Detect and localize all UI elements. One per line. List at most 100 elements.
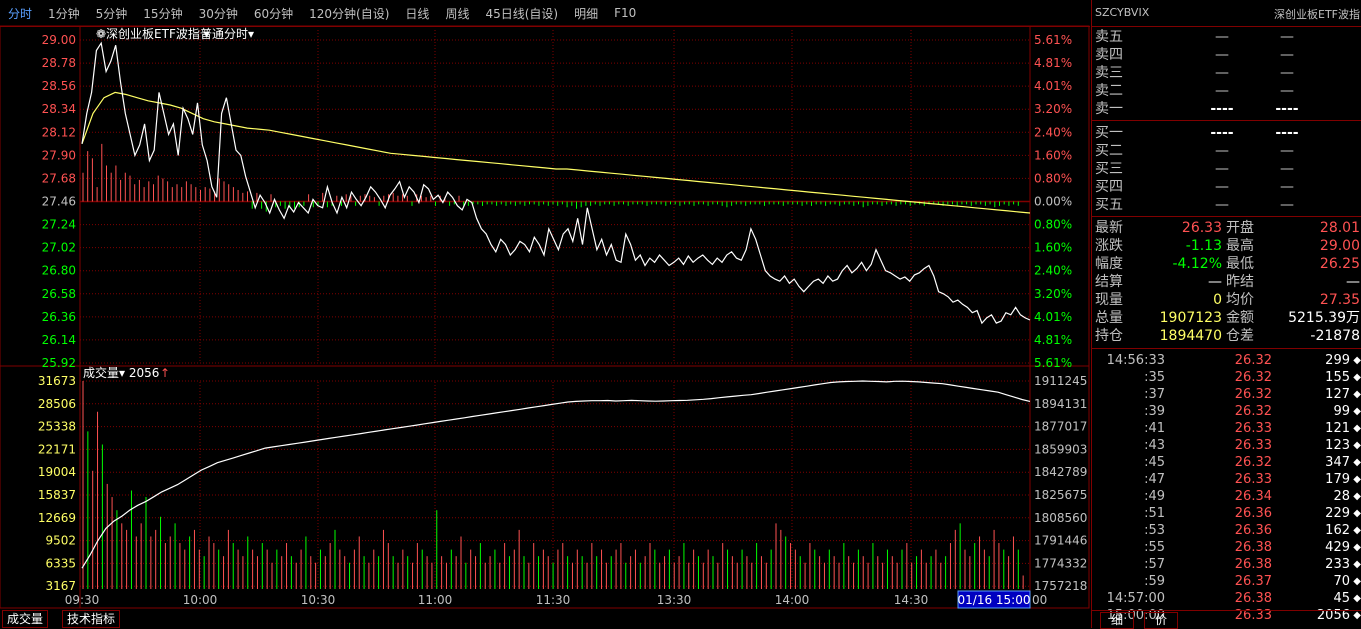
tab-4[interactable]: 30分钟 (198, 6, 238, 21)
stat-row: 结算 — 昨结 — (1092, 273, 1361, 291)
tick-row: :59 26.37 70 ◆ (1092, 573, 1361, 590)
tick-time: :39 (1144, 404, 1165, 419)
tick-row: :47 26.33 179 ◆ (1092, 471, 1361, 488)
intraday-chart[interactable]: 29.00 5.61% 28.78 4.81% 28.56 4.01% 28.34 3.20%… (0, 0, 1090, 628)
oi-tick-label: 1894131 (1034, 397, 1087, 411)
buys-label: 买二 (1095, 143, 1123, 159)
pct-tick-label: 2.40% (1034, 125, 1072, 139)
tick-row: :45 26.32 347 ◆ (1092, 454, 1361, 471)
stat-label: 现量 (1095, 292, 1123, 308)
tick-time: :59 (1144, 574, 1165, 589)
sells-volume: ---- (1275, 101, 1299, 117)
tab-volume[interactable]: 成交量 (2, 610, 49, 628)
direction-icon: ◆ (1353, 389, 1361, 400)
tab-price[interactable]: 价 (1144, 612, 1179, 629)
open-interest-line (81, 380, 1031, 569)
pct-tick-label: 4.01% (1034, 79, 1072, 93)
price-tick-label: 28.12 (42, 125, 76, 139)
buys-label: 买五 (1095, 197, 1123, 213)
tick-volume: 347 (1325, 455, 1350, 470)
tick-price: 26.38 (1234, 540, 1272, 555)
tab-7[interactable]: 日线 (405, 6, 430, 21)
sells-row[interactable]: 卖二 — — (1092, 82, 1361, 100)
tick-time: :37 (1144, 387, 1165, 402)
time-tick-label: 11:30 (536, 593, 571, 607)
tick-list[interactable]: 14:56:33 26.32 299 ◆:35 26.32 155 ◆:37 2… (1092, 349, 1361, 624)
sells-volume: — (1280, 47, 1294, 63)
sells-volume: — (1280, 65, 1294, 81)
buys-row[interactable]: 买五 — — (1092, 196, 1361, 214)
direction-icon: ◆ (1353, 559, 1361, 570)
volume-tick-label: 12669 (38, 511, 76, 525)
tab-1[interactable]: 1分钟 (48, 6, 80, 21)
tick-time: :45 (1144, 455, 1165, 470)
tick-volume: 123 (1325, 438, 1350, 453)
stat-label: 最高 (1226, 238, 1254, 254)
tab-11[interactable]: F10 (614, 6, 637, 20)
price-tick-label: 29.00 (42, 33, 76, 47)
volume-tick-label: 31673 (38, 374, 76, 388)
time-tick-label: 11:00 (418, 593, 453, 607)
price-tick-label: 27.46 (42, 195, 76, 209)
tab-detail[interactable]: 细 (1100, 612, 1135, 629)
direction-icon: ◆ (1353, 491, 1361, 502)
tick-price: 26.33 (1234, 438, 1272, 453)
tick-price: 26.32 (1234, 370, 1272, 385)
oi-tick-label: 1877017 (1034, 420, 1087, 434)
price-tick-label: 25.92 (42, 356, 76, 370)
stat-label: 开盘 (1226, 220, 1254, 236)
price-tick-label: 26.80 (42, 264, 76, 278)
tab-10[interactable]: 明细 (574, 6, 599, 21)
oi-tick-label: 1808560 (1034, 511, 1087, 525)
pct-tick-label: 3.20% (1034, 287, 1072, 301)
price-tick-label: 28.78 (42, 56, 76, 70)
tick-volume: 429 (1325, 540, 1350, 555)
volume-label: 成交量▾ 2056 (83, 365, 159, 380)
buys-row[interactable]: 买二 — — (1092, 142, 1361, 160)
tick-row: :51 26.36 229 ◆ (1092, 505, 1361, 522)
buys-row[interactable]: 买四 — — (1092, 178, 1361, 196)
sells-volume: — (1280, 29, 1294, 45)
tab-2[interactable]: 5分钟 (95, 6, 128, 21)
pct-tick-label: 0.00% (1034, 195, 1072, 209)
quote-panel: SZCYBVIX 深创业板ETF波指 卖五 — — 卖四 — — 卖三 — — 卖二 … (1091, 0, 1361, 629)
price-tick-label: 26.36 (42, 310, 76, 324)
tick-volume: 233 (1325, 557, 1350, 572)
tab-indicators[interactable]: 技术指标 (62, 610, 121, 628)
stat-label: 最低 (1226, 256, 1254, 272)
tick-row: 14:57:00 26.38 45 ◆ (1092, 590, 1361, 607)
sells-volume: — (1280, 83, 1294, 99)
tick-row: :49 26.34 28 ◆ (1092, 488, 1361, 505)
sells-row[interactable]: 卖四 — — (1092, 46, 1361, 64)
stat-row: 持仓 1894470 仓差 -21878 (1092, 327, 1361, 345)
buys-volume: — (1280, 197, 1294, 213)
tab-0[interactable]: 分时 (8, 6, 33, 21)
time-tick-label: 10:00 (183, 593, 218, 607)
buys-row[interactable]: 买三 — — (1092, 160, 1361, 178)
stat-row: 涨跌 -1.13 最高 29.00 (1092, 237, 1361, 255)
tick-volume: 2056 (1316, 608, 1350, 623)
tab-6[interactable]: 120分钟(自设) (309, 6, 390, 21)
stat-value: 28.01 (1319, 220, 1360, 236)
tab-5[interactable]: 60分钟 (253, 6, 294, 21)
tick-row: :35 26.32 155 ◆ (1092, 369, 1361, 386)
sells-row[interactable]: 卖五 — — (1092, 28, 1361, 46)
sells-row[interactable]: 卖三 — — (1092, 64, 1361, 82)
pct-tick-label: 5.61% (1034, 33, 1072, 47)
buys-volume: — (1280, 161, 1294, 177)
sells-label: 卖三 (1095, 65, 1123, 81)
tick-price: 26.34 (1234, 489, 1272, 504)
tab-8[interactable]: 周线 (445, 6, 470, 21)
pct-tick-label: 3.20% (1034, 102, 1072, 116)
oi-tick-label: 1757218 (1034, 579, 1087, 593)
direction-icon: ◆ (1353, 542, 1361, 553)
buys-row[interactable]: 买一 ---- ---- (1092, 124, 1361, 142)
sells-row[interactable]: 卖一 ---- ---- (1092, 100, 1361, 118)
sells-price: ---- (1210, 101, 1234, 117)
tab-3[interactable]: 15分钟 (143, 6, 183, 21)
tick-time: :49 (1144, 489, 1165, 504)
pct-tick-label: 4.81% (1034, 333, 1072, 347)
tab-9[interactable]: 45日线(自设) (485, 6, 559, 21)
stat-value: 26.25 (1319, 256, 1360, 272)
price-tick-label: 26.58 (42, 287, 76, 301)
